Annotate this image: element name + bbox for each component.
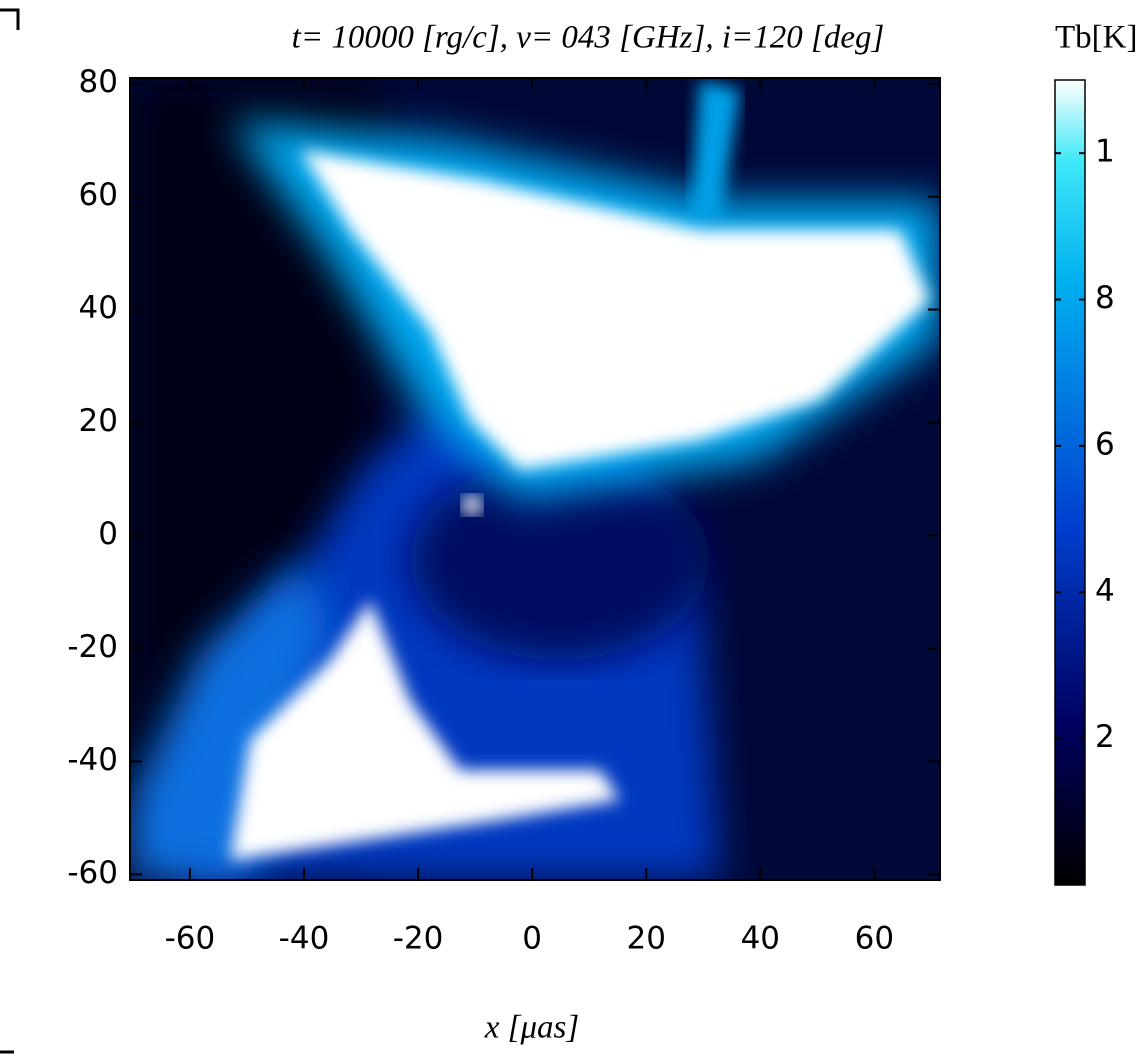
x-tick-label: -60 bbox=[165, 921, 216, 957]
crop-mark bbox=[0, 8, 20, 30]
y-tick-label: 20 bbox=[79, 403, 118, 439]
colorbar-tick-label: 6 bbox=[1095, 426, 1115, 462]
colorbar-tick-label: 4 bbox=[1095, 573, 1115, 609]
x-tick-label: 0 bbox=[522, 921, 542, 957]
colorbar-tick-label: 2 bbox=[1095, 719, 1115, 755]
colorbar-label: Tb[K] bbox=[1055, 20, 1137, 56]
colorbar-tick-label: 8 bbox=[1095, 280, 1115, 316]
y-tick-label: 80 bbox=[79, 64, 118, 100]
plot-frame bbox=[129, 77, 941, 881]
y-tick-label: 0 bbox=[98, 516, 118, 552]
y-tick-label: -40 bbox=[67, 742, 118, 778]
colorbar bbox=[1054, 79, 1086, 886]
y-tick-label: 60 bbox=[79, 177, 118, 213]
x-axis-label: x [μas] bbox=[484, 1010, 580, 1046]
heatmap-image bbox=[130, 78, 940, 880]
y-tick-label: 40 bbox=[79, 290, 118, 326]
x-tick-label: -40 bbox=[279, 921, 330, 957]
x-tick-label: -20 bbox=[393, 921, 444, 957]
x-tick-label: 20 bbox=[627, 921, 666, 957]
chart-title: t= 10000 [rg/c], ν= 043 [GHz], i=120 [de… bbox=[292, 20, 885, 56]
y-tick-label: -60 bbox=[67, 855, 118, 891]
colorbar-tick-label: 1 bbox=[1095, 134, 1115, 170]
y-tick-label: -20 bbox=[67, 629, 118, 665]
x-tick-label: 60 bbox=[855, 921, 894, 957]
x-tick-label: 40 bbox=[741, 921, 780, 957]
